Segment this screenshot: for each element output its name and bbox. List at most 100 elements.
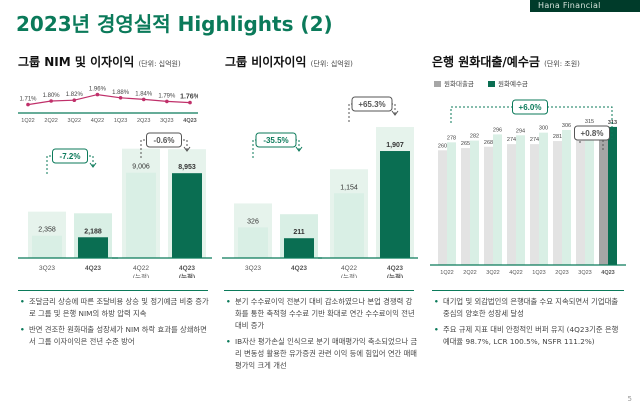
bar-category-label: (누적) [387,272,403,278]
page-title: 2023년 경영실적 Highlights (2) [16,12,333,36]
bar-deposits [562,130,571,265]
change-badge-box [351,96,393,112]
nonint-bullet: 분기 수수료이익 전분기 대비 감소하였으나 본업 경쟁력 강화를 통한 축적형… [226,296,418,332]
legend-label-deposits: 원화예수금 [498,79,528,88]
nim-tick-label: 3Q22 [68,118,81,124]
nonint-panel-title: 그룹 비이자이익 (단위: 십억원) [225,53,353,70]
nim-title-text: 그룹 NIM 및 이자이익 [18,55,135,69]
bar-category-label: (누적) [179,272,195,278]
bar [126,172,156,258]
bar-deposits [539,132,548,265]
nim-point [49,99,53,103]
loans-separator [432,290,624,291]
nonint-bullets: 분기 수수료이익 전분기 대비 감소하였으나 본업 경쟁력 강화를 통한 축적형… [226,296,418,376]
nim-point [26,102,30,107]
bar-deposits [447,142,456,265]
nim-data-label: 1.79% [158,93,176,99]
nim-data-label: 1.76% [180,94,198,101]
nim-point [165,99,169,104]
bar-category-label: (누적) [133,273,149,278]
bar-category-label: 4Q23 [387,265,403,272]
deposits-value-label: 296 [493,127,502,133]
deposits-value-label: 294 [516,128,525,134]
nim-tick-label: 2Q22 [44,118,57,124]
deposits-value-label: 315 [585,119,594,125]
loans-value-label: 281 [553,134,562,140]
bar-value-label: 1,154 [340,184,358,191]
change-badge: -35.5% [263,136,288,145]
deposits-value-label: 300 [539,126,548,132]
noninterest-income-quarter-chart: 326 3Q23 211 4Q23 -35.5% [222,132,322,272]
bar-value-label: 1,907 [386,142,404,149]
loans-tick-label: 2Q23 [555,270,568,276]
change-arrow-head [183,146,191,152]
nim-unit: (단위: 십억원) [138,60,181,68]
change-badge-box [255,132,297,148]
loans-tick-label: 4Q23 [601,270,614,276]
loans-tick-label: 3Q23 [578,270,591,276]
bar [32,235,62,258]
loans-panel-title: 은행 원화대출/예수금 (단위: 조원) [432,53,580,70]
bar-category-label: 4Q22 [133,265,149,272]
bar [78,237,108,258]
bar-deposits [516,135,525,265]
brand-bar: Hana Financial [530,0,640,12]
loans-value-label: 260 [438,143,447,149]
loans-title-text: 은행 원화대출/예수금 [432,55,540,69]
loans-tick-label: 1Q22 [440,270,453,276]
bar-category-label: 4Q23 [85,265,101,272]
nim-panel-title: 그룹 NIM 및 이자이익 (단위: 십억원) [18,53,181,70]
bar-loans [553,141,562,265]
bar-deposits [585,126,594,265]
loans-value-label: 268 [484,140,493,146]
deposits-value-label: 278 [447,135,456,141]
bar [334,193,364,258]
nim-separator [18,290,208,291]
change-arrow-head [295,146,303,152]
nim-tick-label: 3Q23 [160,118,173,124]
bar-category-label: 4Q22 [341,265,357,272]
change-badge-box [52,148,88,164]
legend-label-loans: 원화대출금 [444,79,474,88]
change-badge: -0.6% [154,136,175,145]
interest-income-quarter-chart: 2,358 3Q23 2,188 4Q23 -7.2% [18,148,118,272]
bar-loans [530,144,539,265]
deposits-change-badge: +6.0% [519,103,542,112]
deposits-value-label: 306 [562,123,571,129]
nim-point [118,96,123,100]
nonint-separator [224,290,414,291]
nim-data-label: 1.71% [19,97,37,103]
bar [238,227,268,258]
page-number: 5 [627,395,632,403]
loans-change-badge: +0.8% [581,129,604,138]
nim-data-label: 1.80% [43,93,61,99]
bar-category-label: 4Q23 [291,265,307,272]
change-badge: +65.3% [358,100,385,109]
nim-point [141,97,146,102]
nim-bullets: 조달금리 상승에 따른 조달비용 상승 및 정기예금 비중 증가로 그룹 및 은… [20,296,210,352]
nonint-title-text: 그룹 비이자이익 [225,55,307,69]
bar-deposits [470,140,479,265]
loans-bullet: 주요 규제 지표 대비 안정적인 버퍼 유지 (4Q23기준 은행 예대율 98… [434,324,626,348]
nim-data-label: 1.82% [66,92,84,98]
loans-unit: (단위: 조원) [544,60,580,68]
deposits-value-label: 282 [470,134,479,140]
nim-tick-label: 4Q22 [91,118,104,124]
legend-swatch-loans [434,81,441,87]
nim-line-chart: 1.71% 1Q22 1.80% 2Q22 1.82% 3Q22 1.96% 4Q22 1.88… [18,87,198,124]
bar-category-label: 4Q23 [179,265,195,272]
nim-tick-label: 1Q23 [114,118,127,124]
bar-category-label: 3Q23 [39,265,55,272]
nim-point [95,92,100,97]
bar-category-label: (누적) [341,273,357,278]
legend-swatch-deposits [488,81,495,87]
bar-deposits [493,134,502,265]
brand-text: Hana Financial [538,1,601,10]
nim-series-line [27,93,191,106]
nonint-bullet: IB자산 평가손실 인식으로 분기 매매평가익 축소되었으나 금리 변동성 활용… [226,336,418,372]
bar-value-label: 9,006 [132,164,150,171]
change-arrow-head [391,110,399,116]
bar-deposits [608,126,617,265]
